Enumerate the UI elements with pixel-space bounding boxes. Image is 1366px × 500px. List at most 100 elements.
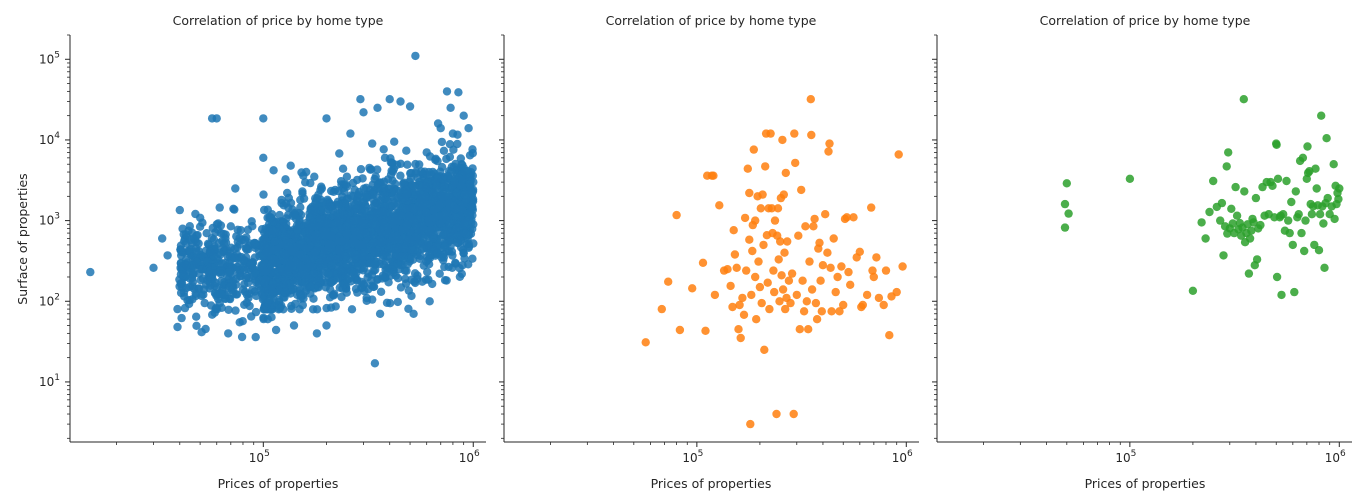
data-point: [356, 95, 365, 104]
data-point: [1301, 216, 1310, 225]
data-point: [368, 139, 377, 148]
data-point: [379, 145, 388, 154]
data-point: [784, 276, 794, 285]
data-point: [759, 240, 768, 250]
data-point: [874, 293, 884, 303]
y-tick-label: 103: [39, 212, 60, 228]
data-point: [185, 282, 195, 291]
data-point: [440, 276, 450, 285]
x-tick-label: 106: [892, 449, 913, 465]
data-point: [411, 159, 420, 169]
data-point: [778, 135, 787, 145]
data-point: [221, 238, 231, 247]
data-point: [769, 266, 778, 275]
data-point: [440, 210, 449, 219]
data-point: [86, 267, 95, 277]
data-point: [364, 269, 373, 278]
data-point: [255, 251, 264, 261]
data-point: [373, 165, 382, 174]
data-point: [791, 158, 800, 168]
data-point: [761, 162, 770, 171]
data-point: [1209, 176, 1218, 186]
data-point: [1317, 111, 1326, 120]
data-point: [338, 192, 347, 201]
data-point: [302, 244, 311, 253]
data-point: [259, 190, 268, 199]
data-point: [394, 235, 403, 245]
data-point: [1222, 162, 1231, 171]
data-point: [419, 234, 428, 243]
data-point: [428, 195, 438, 204]
data-point: [698, 258, 708, 267]
data-point: [338, 164, 348, 173]
data-point: [772, 409, 781, 419]
data-point: [789, 409, 798, 419]
data-point: [203, 257, 212, 266]
data-point: [833, 272, 842, 282]
data-point: [456, 154, 465, 163]
data-point: [657, 304, 666, 314]
data-point: [233, 225, 242, 234]
data-point: [293, 258, 302, 268]
data-point: [431, 154, 440, 163]
data-point: [804, 325, 813, 334]
data-point: [802, 297, 811, 306]
data-point: [371, 265, 380, 275]
data-point: [749, 145, 758, 154]
data-point: [173, 322, 182, 332]
data-point: [231, 290, 241, 299]
data-point: [369, 282, 379, 291]
data-point: [286, 198, 296, 208]
data-point: [205, 284, 214, 293]
data-point: [755, 282, 765, 292]
data-point: [394, 243, 403, 253]
data-point: [432, 181, 441, 190]
data-point: [773, 204, 783, 213]
data-point: [372, 257, 381, 267]
data-point: [445, 140, 455, 149]
data-point: [437, 192, 447, 202]
data-point: [335, 149, 344, 158]
data-point: [362, 296, 371, 305]
data-point: [778, 285, 788, 294]
data-point: [742, 266, 751, 275]
data-point: [224, 305, 233, 314]
data-point: [468, 195, 478, 204]
data-point: [1320, 263, 1329, 272]
data-point: [401, 279, 411, 288]
data-point: [1311, 164, 1320, 173]
data-point: [770, 287, 779, 297]
data-point: [1060, 199, 1070, 209]
x-axis-ticks: 105 106: [116, 442, 480, 465]
data-point: [336, 266, 345, 275]
data-point: [1322, 134, 1331, 143]
points-layer: [1060, 95, 1344, 300]
data-point: [745, 188, 754, 198]
data-point: [443, 171, 453, 180]
data-point: [237, 252, 246, 262]
data-point: [259, 153, 268, 162]
data-point: [809, 222, 818, 231]
scatter-panel-condo: Correlation of price by home type 105 106…: [499, 13, 919, 491]
data-point: [799, 307, 809, 316]
y-tick-label: 102: [39, 292, 60, 308]
data-point: [359, 219, 368, 229]
data-point: [442, 225, 452, 235]
data-point: [342, 222, 351, 232]
data-point: [378, 274, 387, 283]
data-point: [231, 184, 240, 193]
data-point: [1219, 251, 1228, 260]
data-point: [281, 175, 290, 184]
data-point: [311, 206, 320, 216]
data-point: [271, 325, 281, 335]
data-point: [287, 247, 296, 256]
data-point: [263, 205, 272, 214]
data-point: [149, 263, 158, 272]
data-point: [342, 230, 352, 239]
data-point: [324, 241, 334, 250]
data-point: [672, 210, 681, 220]
data-point: [211, 289, 220, 298]
data-point: [232, 262, 242, 272]
data-point: [258, 260, 268, 269]
data-point: [175, 205, 184, 215]
